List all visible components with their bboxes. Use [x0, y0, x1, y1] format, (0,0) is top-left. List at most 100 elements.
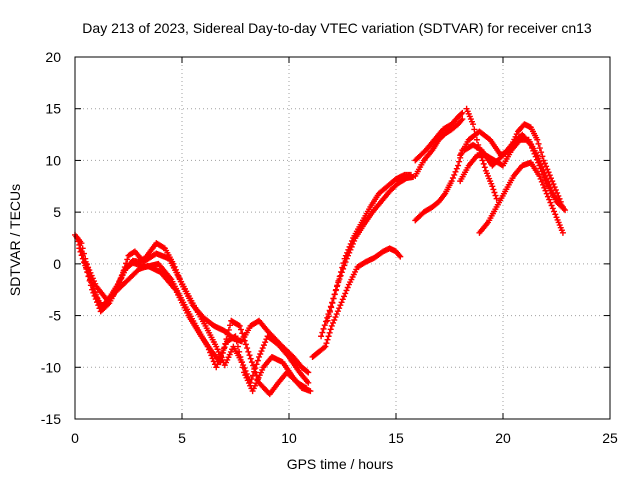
- data-point: [120, 269, 127, 276]
- data-point: [492, 192, 499, 199]
- data-point: [540, 157, 547, 164]
- data-point: [533, 156, 540, 163]
- data-point: [536, 145, 543, 152]
- data-point: [82, 258, 89, 265]
- data-point: [118, 272, 125, 279]
- data-point: [347, 240, 354, 247]
- data-point: [470, 121, 477, 128]
- data-point: [254, 357, 261, 364]
- data-point: [491, 189, 498, 196]
- data-point: [541, 184, 548, 191]
- data-point: [77, 248, 84, 255]
- data-point: [333, 311, 340, 318]
- data-point: [548, 202, 555, 209]
- data-point: [75, 238, 82, 245]
- data-point: [232, 333, 239, 340]
- data-point: [342, 290, 349, 297]
- data-point: [536, 162, 543, 169]
- data-point: [481, 164, 488, 171]
- x-tick-labels: 0 5 10 15 20 25: [71, 430, 618, 446]
- data-point: [549, 178, 556, 185]
- data-point: [543, 180, 550, 187]
- data-point: [318, 333, 325, 340]
- data-point: [559, 229, 566, 236]
- data-point: [320, 325, 327, 332]
- data-point: [537, 175, 544, 182]
- data-point: [546, 172, 553, 179]
- data-point: [458, 117, 465, 124]
- data-point: [227, 322, 234, 329]
- data-point: [91, 278, 98, 285]
- data-point: [346, 243, 353, 250]
- data-point: [490, 186, 497, 193]
- data-point: [459, 116, 466, 123]
- data-point: [397, 253, 404, 260]
- data-point: [336, 305, 343, 312]
- data-point: [455, 162, 462, 169]
- y-axis-label: SDTVAR / TECUs: [7, 184, 23, 296]
- data-point: [321, 344, 328, 351]
- data-point: [257, 350, 264, 357]
- data-point: [544, 166, 551, 173]
- data-point: [86, 267, 93, 274]
- data-point: [331, 317, 338, 324]
- data-point: [231, 333, 238, 340]
- x-axis-label: GPS time / hours: [287, 456, 394, 472]
- data-point: [333, 286, 340, 293]
- data-point: [529, 144, 536, 151]
- data-point: [303, 384, 310, 391]
- data-point: [209, 355, 216, 362]
- data-point: [328, 322, 335, 329]
- data-point: [248, 359, 255, 366]
- data-point: [550, 181, 557, 188]
- data-point: [471, 126, 478, 133]
- data-point: [552, 186, 559, 193]
- data-point: [301, 384, 308, 391]
- data-point: [542, 187, 549, 194]
- data-point: [451, 171, 458, 178]
- data-point: [233, 338, 240, 345]
- data-point: [543, 163, 550, 170]
- series-sat-d: [82, 258, 310, 398]
- data-point: [214, 361, 221, 368]
- data-point: [252, 369, 259, 376]
- data-point: [222, 340, 229, 347]
- data-point: [339, 264, 346, 271]
- data-point: [259, 345, 266, 352]
- data-point: [547, 199, 554, 206]
- data-point: [541, 160, 548, 167]
- data-point: [124, 256, 131, 263]
- y-tick-label: 0: [53, 256, 61, 272]
- data-point: [245, 348, 252, 355]
- data-point: [541, 174, 548, 181]
- data-point: [459, 109, 466, 116]
- data-point: [560, 205, 567, 212]
- data-point: [343, 287, 350, 294]
- data-point: [535, 140, 542, 147]
- data-point: [326, 308, 333, 315]
- data-point: [489, 183, 496, 190]
- data-point: [538, 149, 545, 156]
- data-point: [551, 184, 558, 191]
- data-point: [213, 364, 220, 371]
- series-sat-n: [461, 131, 569, 214]
- data-point: [240, 333, 247, 340]
- data-point: [221, 345, 228, 352]
- data-point: [537, 165, 544, 172]
- grid-lines: [75, 57, 610, 419]
- data-point: [344, 249, 351, 256]
- data-point: [224, 331, 231, 338]
- data-point: [262, 339, 269, 346]
- data-point: [545, 169, 552, 176]
- data-point: [396, 252, 403, 259]
- data-point: [334, 308, 341, 315]
- y-tick-label: 15: [45, 101, 61, 117]
- series-sat-e: [309, 245, 404, 360]
- data-point: [542, 177, 549, 184]
- data-point: [219, 349, 226, 356]
- data-point: [329, 300, 336, 307]
- x-tick-label: 25: [602, 430, 618, 446]
- data-point: [527, 141, 534, 148]
- data-point: [452, 168, 459, 175]
- data-point: [540, 181, 547, 188]
